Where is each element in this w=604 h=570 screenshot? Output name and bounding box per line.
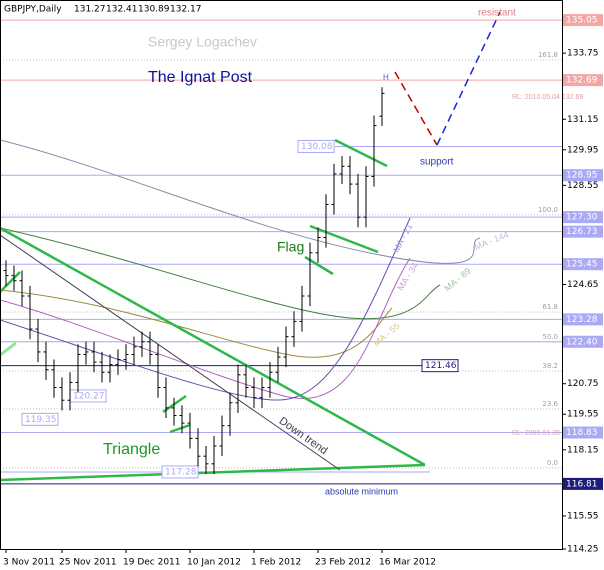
price-label: 130.08 <box>301 142 333 152</box>
support-label: support <box>420 157 454 168</box>
flag-line <box>0 271 21 293</box>
price-label: 120.27 <box>73 391 105 401</box>
level-label: 127.30 <box>566 213 598 223</box>
level-label: 132.69 <box>566 76 598 86</box>
level-label: 135.05 <box>566 16 598 26</box>
fib-label: 0.0 <box>547 459 558 467</box>
level-label: 125.45 <box>566 260 598 270</box>
forecast-up <box>436 11 501 146</box>
rl-label: RL: 2009.01.28 118.83 <box>512 430 583 437</box>
flag-line <box>169 423 191 434</box>
level-box <box>563 313 603 326</box>
flag-label: Flag <box>277 239 304 255</box>
triangle-label: Triangle <box>103 441 160 458</box>
level-box <box>563 426 603 439</box>
fib-label: 61.8 <box>542 303 558 311</box>
y-tick-label: 118.15 <box>567 445 599 455</box>
level-label: 122.40 <box>566 337 598 347</box>
rl-label: RL: 2010.05.04 132.69 <box>512 94 583 101</box>
absolute-minimum-label: absolute minimum <box>325 486 398 496</box>
level-box <box>563 169 603 182</box>
ma-label: MA - 55 <box>371 321 401 349</box>
ma-label: MA - 144 <box>473 229 510 252</box>
price-box <box>421 359 459 373</box>
y-tick-label: 119.55 <box>567 410 599 420</box>
x-tick-label: 23 Feb 2012 <box>315 558 371 568</box>
site: The Ignat Post <box>148 69 253 86</box>
ma-label: MA - 21 <box>391 222 414 254</box>
header-low: 130.89 <box>138 5 170 15</box>
author: Sergey Logachev <box>148 34 257 50</box>
level-label: 118.83 <box>566 428 598 438</box>
fib-label: 161.8 <box>538 51 558 59</box>
price-box <box>161 465 199 479</box>
ma-label: MA - 89 <box>442 266 472 294</box>
y-tick-label: 120.75 <box>567 379 599 389</box>
price-box <box>21 412 59 426</box>
y-tick-label: 114.25 <box>567 545 599 555</box>
triangle-upper-line <box>0 226 426 467</box>
triangle-lower-line <box>0 463 426 482</box>
level-box <box>563 225 603 238</box>
level-box <box>563 14 603 27</box>
level-box <box>563 258 603 271</box>
header-close: 132.17 <box>170 5 202 15</box>
down-trend-label: Down trend <box>277 415 330 457</box>
level-label: 126.73 <box>566 227 598 237</box>
x-tick-label: 10 Jan 2012 <box>187 558 241 568</box>
x-tick-label: 16 Mar 2012 <box>379 558 436 568</box>
price-label: 119.35 <box>25 415 57 425</box>
y-tick-label: 124.65 <box>567 280 599 290</box>
flag-line <box>0 341 17 357</box>
fib-label: 50.0 <box>542 333 558 341</box>
x-tick-label: 1 Feb 2012 <box>251 558 301 568</box>
ma-55-line <box>0 289 393 358</box>
flag-line <box>304 255 334 276</box>
level-box <box>563 211 603 224</box>
high-mark: H <box>383 73 389 82</box>
header-high: 132.41 <box>106 5 138 15</box>
x-tick-label: 25 Nov 2011 <box>59 558 117 568</box>
ma-144-line <box>0 139 481 264</box>
x-tick-label: 3 Nov 2011 <box>3 558 55 568</box>
price-label: 121.46 <box>425 361 457 371</box>
fib-label: 23.6 <box>542 400 558 408</box>
resistant-label: resistant <box>478 8 516 19</box>
plot-frame <box>0 0 563 550</box>
level-label: 128.95 <box>566 171 598 181</box>
ma-34-line <box>0 257 411 399</box>
annotations: Sergey Logachev The Ignat Post Flag Tria… <box>103 8 583 497</box>
forecast-down <box>394 71 438 146</box>
y-tick-label: 115.55 <box>567 511 599 521</box>
flag-line <box>334 138 388 168</box>
price-label: 117.28 <box>165 467 197 477</box>
level-box <box>563 477 603 490</box>
level-label: 123.28 <box>566 315 598 325</box>
header-open: 131.27 <box>74 5 106 15</box>
down-trend-line <box>0 234 341 471</box>
ma-89-line <box>0 227 441 320</box>
y-tick-label: 133.75 <box>567 49 599 59</box>
fib-label: 100.0 <box>538 206 558 214</box>
chart-title: GBPJPY,Daily <box>4 5 62 15</box>
x-tick-label: 19 Dec 2011 <box>123 558 181 568</box>
y-tick-label: 131.15 <box>567 115 599 125</box>
price-box <box>297 139 335 153</box>
fib-label: 38.2 <box>542 362 558 370</box>
y-tick-label: 129.95 <box>567 145 599 155</box>
flag-line <box>309 224 379 254</box>
y-tick-label: 128.55 <box>567 181 599 191</box>
level-label: 116.81 <box>566 479 598 489</box>
level-box <box>563 74 603 87</box>
ma-21-line <box>0 217 411 401</box>
level-box <box>563 335 603 348</box>
ma-label: MA - 34 <box>395 261 420 293</box>
